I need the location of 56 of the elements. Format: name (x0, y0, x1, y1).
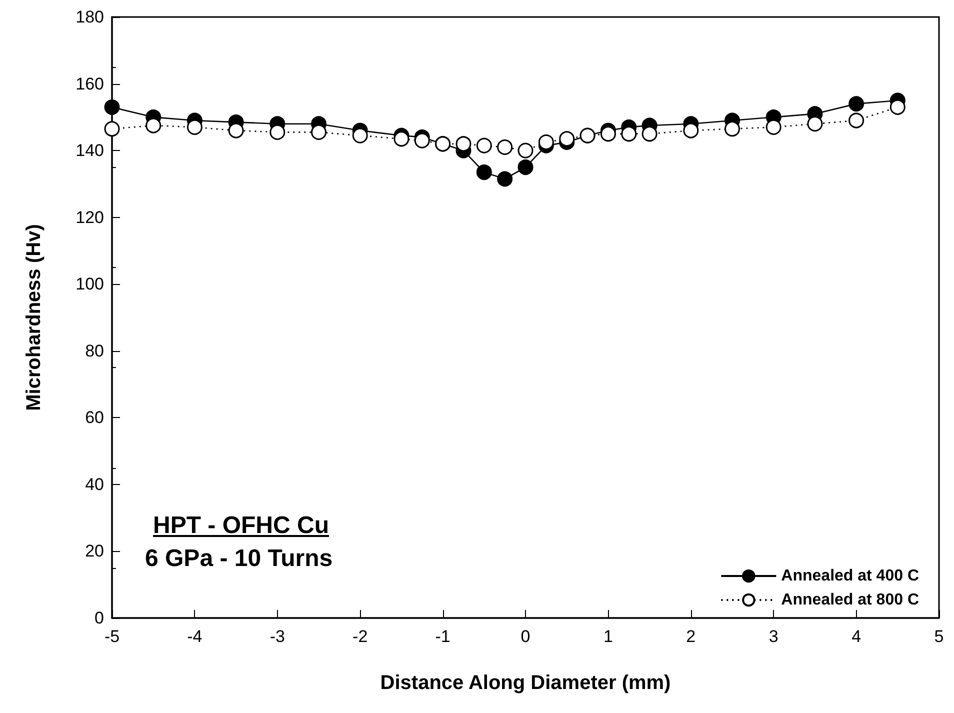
point (352, 128, 368, 144)
x-tick-label: 1 (603, 627, 613, 646)
x-tick-label: 0 (520, 627, 530, 646)
point (394, 131, 410, 147)
y-tick-label: 120 (76, 208, 104, 227)
point (228, 122, 244, 138)
x-axis-title: Distance Along Diameter (mm) (380, 672, 671, 694)
point (848, 96, 864, 112)
y-tick-label: 160 (76, 74, 104, 94)
point (559, 131, 575, 147)
annotation: 6 GPa - 10 Turns (145, 545, 333, 573)
point (104, 99, 120, 115)
x-tick-label: -5 (104, 627, 120, 646)
point (497, 139, 513, 155)
point (476, 138, 492, 154)
x-tick-label: -1 (435, 627, 450, 646)
point (766, 119, 782, 135)
point (538, 134, 554, 150)
point (890, 99, 906, 115)
point (311, 124, 326, 140)
point (456, 136, 472, 152)
legend-label: Annealed at 800 C (781, 592, 920, 608)
point (518, 142, 534, 158)
point (621, 126, 637, 142)
x-tick-label: 4 (852, 627, 862, 646)
x-tick-label: 3 (768, 627, 778, 646)
point (848, 112, 864, 128)
y-tick-label: 40 (85, 474, 104, 494)
point (414, 132, 430, 148)
y-axis-title: Microhardness (Hv) (23, 224, 45, 411)
point (270, 124, 286, 140)
point (807, 116, 823, 132)
y-tick-label: 20 (85, 542, 104, 561)
x-tick-label: -4 (187, 627, 202, 646)
x-tick-label: -2 (352, 627, 368, 646)
point (186, 119, 202, 135)
y-tick-label: 100 (76, 274, 104, 294)
x-tick-label: 2 (686, 627, 696, 646)
y-tick-label: 140 (76, 141, 104, 160)
point (518, 160, 534, 175)
annotation: HPT - OFHC Cu (153, 512, 329, 540)
point (497, 171, 513, 187)
point (476, 164, 492, 180)
x-tick-label: -3 (270, 627, 285, 646)
y-tick-label: 180 (76, 8, 104, 26)
x-tick-label: 5 (934, 627, 944, 646)
point (683, 122, 699, 138)
point (146, 118, 162, 134)
point (642, 126, 658, 142)
legend-label: Annealed at 400 C (781, 568, 920, 584)
point (600, 126, 616, 142)
y-tick-label: 60 (85, 408, 104, 428)
y-tick-label: 80 (85, 341, 104, 360)
y-tick-label: 0 (94, 608, 104, 628)
point (104, 121, 120, 137)
point (724, 121, 740, 137)
